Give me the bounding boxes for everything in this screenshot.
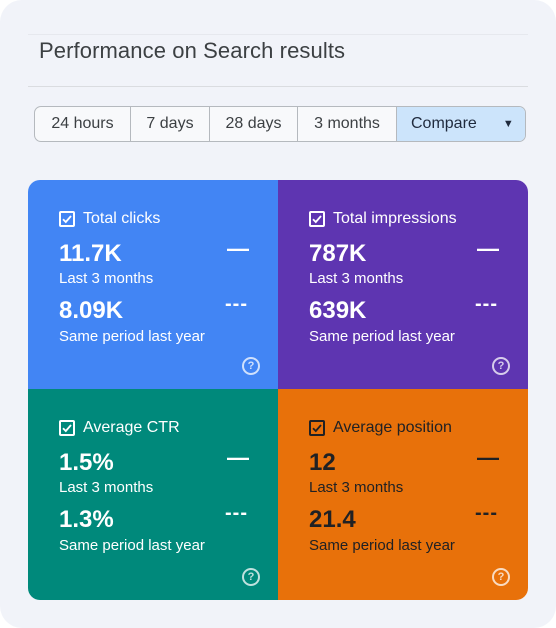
checkbox-checked-icon (309, 211, 325, 227)
checkbox-checked-icon (59, 420, 75, 436)
compare-trend-indicator: --- (225, 502, 248, 524)
metric-compare-period: Same period last year (309, 537, 455, 554)
metric-compare-period: Same period last year (59, 328, 205, 345)
caret-down-icon: ▼ (502, 118, 514, 130)
metric-compare-period: Same period last year (59, 537, 205, 554)
metric-period: Last 3 months (59, 479, 154, 496)
help-circle-icon[interactable]: ? (492, 357, 510, 375)
metric-tile-total-impressions[interactable]: Total impressions 787K Last 3 months 639… (278, 180, 528, 389)
metric-compare-value: 8.09K (59, 297, 124, 324)
metric-toggle-total-impressions[interactable]: Total impressions (309, 210, 457, 228)
metric-label: Average position (333, 419, 452, 436)
metric-toggle-average-ctr[interactable]: Average CTR (59, 419, 180, 437)
help-circle-icon[interactable]: ? (242, 357, 260, 375)
metric-period: Last 3 months (309, 270, 404, 287)
help-circle-icon[interactable]: ? (492, 568, 510, 586)
metric-compare-value: 639K (309, 297, 367, 324)
metric-value: 787K (309, 240, 367, 267)
checkbox-checked-icon (309, 420, 325, 436)
help-circle-icon[interactable]: ? (242, 568, 260, 586)
metric-toggle-total-clicks[interactable]: Total clicks (59, 210, 160, 228)
metric-compare-value: 21.4 (309, 506, 356, 533)
compare-label: Compare (411, 115, 477, 132)
metric-tile-average-ctr[interactable]: Average CTR 1.5% Last 3 months 1.3% Same… (28, 389, 278, 600)
filter-3-months[interactable]: 3 months (298, 107, 397, 141)
metrics-grid: Total clicks 11.7K Last 3 months 8.09K S… (28, 180, 528, 600)
filter-24-hours[interactable]: 24 hours (35, 107, 131, 141)
compare-trend-indicator: --- (475, 293, 498, 315)
trend-indicator: — (477, 236, 499, 261)
trend-indicator: — (227, 445, 249, 470)
top-divider (28, 34, 528, 35)
metric-compare-value: 1.3% (59, 506, 114, 533)
trend-indicator: — (477, 445, 499, 470)
metric-tile-total-clicks[interactable]: Total clicks 11.7K Last 3 months 8.09K S… (28, 180, 278, 389)
compare-dropdown[interactable]: Compare ▼ (397, 107, 525, 141)
checkbox-checked-icon (59, 211, 75, 227)
filter-7-days[interactable]: 7 days (131, 107, 210, 141)
metric-value: 1.5% (59, 449, 114, 476)
metric-label: Average CTR (83, 419, 180, 436)
compare-trend-indicator: --- (225, 293, 248, 315)
metric-label: Total impressions (333, 210, 457, 227)
metric-period: Last 3 months (59, 270, 154, 287)
metric-toggle-average-position[interactable]: Average position (309, 419, 452, 437)
date-range-filter: 24 hours 7 days 28 days 3 months Compare… (34, 106, 526, 142)
title-divider (28, 86, 528, 87)
metric-tile-average-position[interactable]: Average position 12 Last 3 months 21.4 S… (278, 389, 528, 600)
compare-trend-indicator: --- (475, 502, 498, 524)
metric-compare-period: Same period last year (309, 328, 455, 345)
metric-value: 12 (309, 449, 336, 476)
page-title: Performance on Search results (39, 38, 346, 63)
trend-indicator: — (227, 236, 249, 261)
filter-28-days[interactable]: 28 days (210, 107, 298, 141)
metric-period: Last 3 months (309, 479, 404, 496)
metric-value: 11.7K (59, 240, 122, 267)
metric-label: Total clicks (83, 210, 161, 227)
